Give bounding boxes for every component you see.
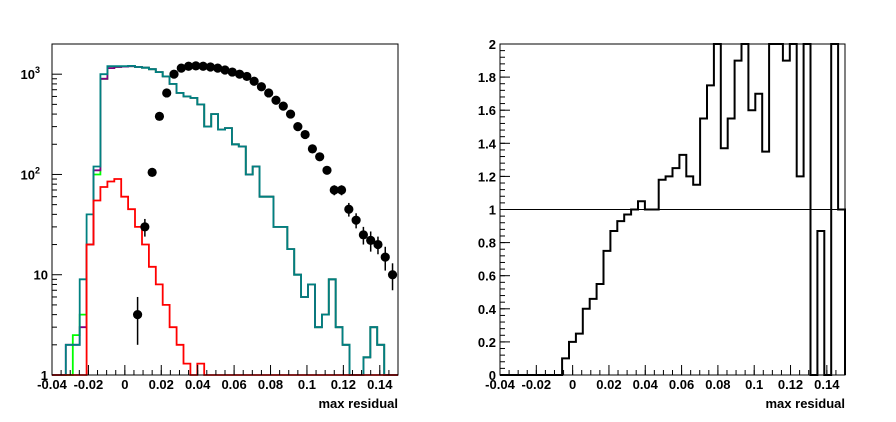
data-point [220,65,230,75]
x-tick-label: 0.1 [298,377,316,392]
y-tick-label: 1 [489,203,496,218]
data-point [227,67,237,77]
x-tick-label: 0.12 [331,377,356,392]
data-point [336,185,347,195]
x-tick-label: 0.14 [367,377,393,392]
y-tick-label: 103 [21,65,40,82]
x-tick-label: 0.06 [669,377,694,392]
data-point [358,230,368,240]
x-axis-title: max residual [319,396,399,411]
data-point [147,167,157,177]
y-tick-label: 0.6 [478,269,496,284]
histogram-series-0 [52,65,398,376]
x-tick-label: 0.08 [705,377,730,392]
data-point [242,71,252,82]
data-point [205,62,216,72]
y-tick-label: 0.4 [478,302,497,317]
y-tick-label: 1.2 [478,169,496,184]
data-point [213,63,223,73]
data-point [271,95,281,105]
y-tick-label: 102 [21,165,40,182]
y-tick-label: 1.6 [478,103,496,118]
y-tick-label: 1.8 [478,70,496,85]
x-tick-label: 0.06 [221,377,246,392]
data-point [256,82,267,92]
histogram-series-1 [52,65,398,376]
histogram-series-2 [52,65,398,376]
x-tick-label: -0.02 [74,377,104,392]
y-tick-label: 2 [489,37,496,52]
data-point [293,122,303,132]
x-tick-label: -0.04 [485,377,515,392]
left-histogram-panel: -0.04 -0.02 0 0.02 0.04 0.06 0.08 0.1 0.12 0.14 ma… [21,43,399,411]
data-point [300,129,310,140]
data-point [315,152,325,162]
x-tick-label: 0 [569,377,576,392]
data-point [373,239,383,250]
data-point [322,165,332,175]
data-point [380,252,390,262]
x-tick-label: 0.08 [258,377,283,392]
y-tick-label: 0.2 [478,335,496,350]
data-point [329,185,339,195]
data-point [387,270,398,280]
x-axis-title: max residual [766,396,846,411]
x-tick-label: -0.02 [521,377,551,392]
histogram-series-0 [500,43,846,376]
x-tick-label: 0.02 [149,377,174,392]
x-tick-label: 0.02 [596,377,621,392]
data-point [198,61,208,71]
x-tick-label: 0.04 [185,377,211,392]
data-point [351,215,361,225]
x-tick-label: 0 [121,377,128,392]
data-point [307,144,318,154]
data-point [132,310,143,320]
data-point [176,63,186,73]
data-point [344,204,354,214]
data-point [234,69,245,79]
y-tick-label: 1.4 [478,136,497,151]
x-tick-label: 0.1 [745,377,763,392]
data-point [169,69,179,79]
x-tick-label: 0.04 [633,377,659,392]
data-point [264,88,274,98]
y-tick-label: 0.8 [478,236,496,251]
data-point [278,101,288,111]
data-point [183,61,194,71]
data-point [249,76,259,86]
x-tick-label: 0.14 [814,377,840,392]
right-ratio-panel: -0.04 -0.02 0 0.02 0.04 0.06 0.08 0.1 0.12 0.14 ma… [478,37,846,411]
data-point [191,61,201,71]
data-point [140,222,150,232]
y-tick-label: 10 [34,268,48,283]
data-point [285,109,296,119]
y-tick-label: 0 [489,368,496,383]
x-tick-label: -0.04 [37,377,67,392]
data-point [162,88,172,98]
data-point [366,235,376,245]
y-tick-label: 1 [41,368,48,383]
data-point [154,111,165,121]
x-tick-label: 0.12 [778,377,803,392]
